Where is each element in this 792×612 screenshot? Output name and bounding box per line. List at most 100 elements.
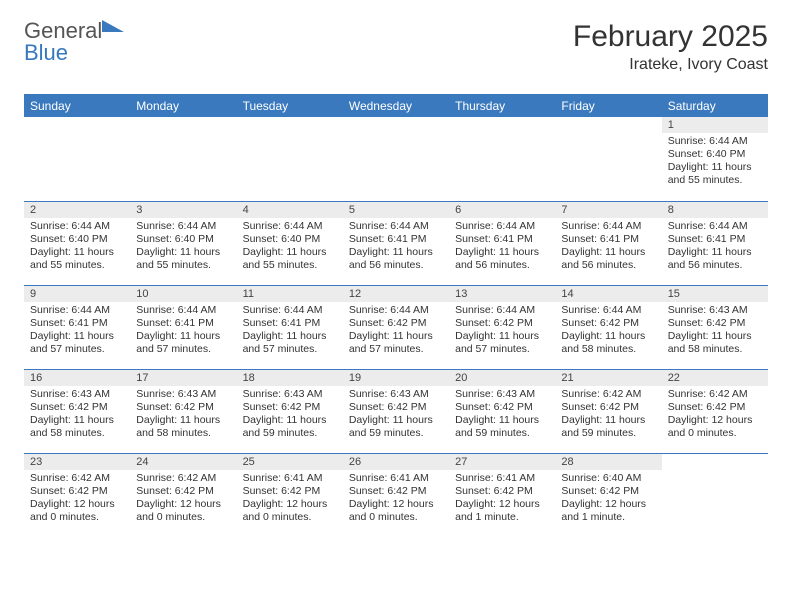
daylight-text: Daylight: 11 hours and 58 minutes.: [668, 330, 762, 356]
week-row: 1Sunrise: 6:44 AMSunset: 6:40 PMDaylight…: [24, 117, 768, 201]
daylight-text: Daylight: 11 hours and 55 minutes.: [30, 246, 124, 272]
day-number: 3: [130, 202, 236, 218]
day-header-row: SundayMondayTuesdayWednesdayThursdayFrid…: [24, 95, 768, 117]
day-details: Sunrise: 6:43 AMSunset: 6:42 PMDaylight:…: [662, 302, 768, 361]
sunrise-text: Sunrise: 6:44 AM: [136, 304, 230, 317]
day-cell: 13Sunrise: 6:44 AMSunset: 6:42 PMDayligh…: [449, 285, 555, 369]
sunset-text: Sunset: 6:42 PM: [455, 317, 549, 330]
day-number: 4: [237, 202, 343, 218]
calendar-table: SundayMondayTuesdayWednesdayThursdayFrid…: [24, 95, 768, 537]
sunrise-text: Sunrise: 6:44 AM: [30, 304, 124, 317]
day-number: 2: [24, 202, 130, 218]
sunset-text: Sunset: 6:42 PM: [30, 401, 124, 414]
week-row: 16Sunrise: 6:43 AMSunset: 6:42 PMDayligh…: [24, 369, 768, 453]
sunrise-text: Sunrise: 6:42 AM: [136, 472, 230, 485]
day-header: Thursday: [449, 95, 555, 117]
daylight-text: Daylight: 11 hours and 57 minutes.: [349, 330, 443, 356]
day-cell: 24Sunrise: 6:42 AMSunset: 6:42 PMDayligh…: [130, 453, 236, 537]
week-row: 2Sunrise: 6:44 AMSunset: 6:40 PMDaylight…: [24, 201, 768, 285]
daylight-text: Daylight: 11 hours and 56 minutes.: [349, 246, 443, 272]
page-subtitle: Irateke, Ivory Coast: [573, 56, 768, 74]
daylight-text: Daylight: 12 hours and 0 minutes.: [30, 498, 124, 524]
day-cell: 3Sunrise: 6:44 AMSunset: 6:40 PMDaylight…: [130, 201, 236, 285]
daylight-text: Daylight: 11 hours and 59 minutes.: [455, 414, 549, 440]
title-block: February 2025 Irateke, Ivory Coast: [573, 20, 768, 74]
day-cell: 11Sunrise: 6:44 AMSunset: 6:41 PMDayligh…: [237, 285, 343, 369]
sunset-text: Sunset: 6:42 PM: [243, 485, 337, 498]
day-number: 10: [130, 286, 236, 302]
sunrise-text: Sunrise: 6:41 AM: [243, 472, 337, 485]
day-number: 19: [343, 370, 449, 386]
daylight-text: Daylight: 11 hours and 57 minutes.: [30, 330, 124, 356]
daylight-text: Daylight: 11 hours and 58 minutes.: [30, 414, 124, 440]
sunset-text: Sunset: 6:40 PM: [136, 233, 230, 246]
day-details: Sunrise: 6:42 AMSunset: 6:42 PMDaylight:…: [24, 470, 130, 529]
sunrise-text: Sunrise: 6:44 AM: [668, 135, 762, 148]
day-details: Sunrise: 6:44 AMSunset: 6:42 PMDaylight:…: [343, 302, 449, 361]
day-cell: 6Sunrise: 6:44 AMSunset: 6:41 PMDaylight…: [449, 201, 555, 285]
day-number: 17: [130, 370, 236, 386]
day-header: Tuesday: [237, 95, 343, 117]
header-row: General Blue February 2025 Irateke, Ivor…: [24, 20, 768, 74]
sunrise-text: Sunrise: 6:43 AM: [455, 388, 549, 401]
daylight-text: Daylight: 11 hours and 56 minutes.: [561, 246, 655, 272]
day-number: 24: [130, 454, 236, 470]
sunset-text: Sunset: 6:40 PM: [30, 233, 124, 246]
daylight-text: Daylight: 11 hours and 59 minutes.: [561, 414, 655, 440]
day-details: Sunrise: 6:44 AMSunset: 6:41 PMDaylight:…: [449, 218, 555, 277]
day-details: Sunrise: 6:40 AMSunset: 6:42 PMDaylight:…: [555, 470, 661, 529]
calendar-page: General Blue February 2025 Irateke, Ivor…: [0, 0, 792, 612]
day-cell: 4Sunrise: 6:44 AMSunset: 6:40 PMDaylight…: [237, 201, 343, 285]
sunrise-text: Sunrise: 6:44 AM: [349, 304, 443, 317]
page-title: February 2025: [573, 20, 768, 54]
day-details: Sunrise: 6:44 AMSunset: 6:41 PMDaylight:…: [130, 302, 236, 361]
sunset-text: Sunset: 6:41 PM: [30, 317, 124, 330]
day-number: 16: [24, 370, 130, 386]
day-number: 21: [555, 370, 661, 386]
day-details: Sunrise: 6:41 AMSunset: 6:42 PMDaylight:…: [449, 470, 555, 529]
day-details: Sunrise: 6:44 AMSunset: 6:41 PMDaylight:…: [24, 302, 130, 361]
sunset-text: Sunset: 6:42 PM: [455, 485, 549, 498]
sunrise-text: Sunrise: 6:44 AM: [455, 304, 549, 317]
sunset-text: Sunset: 6:42 PM: [455, 401, 549, 414]
day-cell: 2Sunrise: 6:44 AMSunset: 6:40 PMDaylight…: [24, 201, 130, 285]
daylight-text: Daylight: 11 hours and 59 minutes.: [349, 414, 443, 440]
day-cell: 28Sunrise: 6:40 AMSunset: 6:42 PMDayligh…: [555, 453, 661, 537]
daylight-text: Daylight: 11 hours and 56 minutes.: [455, 246, 549, 272]
day-cell: 16 Sunrise: 6:43 AMSunset: 6:42 PMDayligh…: [24, 369, 130, 453]
day-cell: 5Sunrise: 6:44 AMSunset: 6:41 PMDaylight…: [343, 201, 449, 285]
sunset-text: Sunset: 6:41 PM: [136, 317, 230, 330]
day-details: Sunrise: 6:44 AMSunset: 6:40 PMDaylight:…: [662, 133, 768, 192]
daylight-text: Daylight: 11 hours and 55 minutes.: [668, 161, 762, 187]
sunrise-text: Sunrise: 6:40 AM: [561, 472, 655, 485]
day-details: Sunrise: 6:44 AMSunset: 6:41 PMDaylight:…: [237, 302, 343, 361]
calendar-body: 1Sunrise: 6:44 AMSunset: 6:40 PMDaylight…: [24, 117, 768, 537]
sunset-text: Sunset: 6:42 PM: [668, 317, 762, 330]
sunset-text: Sunset: 6:42 PM: [136, 485, 230, 498]
day-cell: 19Sunrise: 6:43 AMSunset: 6:42 PMDayligh…: [343, 369, 449, 453]
sunset-text: Sunset: 6:40 PM: [243, 233, 337, 246]
day-cell: [662, 453, 768, 537]
week-row: 9Sunrise: 6:44 AMSunset: 6:41 PMDaylight…: [24, 285, 768, 369]
day-details: Sunrise: 6:42 AMSunset: 6:42 PMDaylight:…: [555, 386, 661, 445]
calendar-head: SundayMondayTuesdayWednesdayThursdayFrid…: [24, 95, 768, 117]
day-cell: 10Sunrise: 6:44 AMSunset: 6:41 PMDayligh…: [130, 285, 236, 369]
day-number: 15: [662, 286, 768, 302]
day-details: Sunrise: 6:43 AMSunset: 6:42 PMDaylight:…: [449, 386, 555, 445]
sunset-text: Sunset: 6:42 PM: [668, 401, 762, 414]
day-details: Sunrise: 6:41 AMSunset: 6:42 PMDaylight:…: [237, 470, 343, 529]
sunrise-text: Sunrise: 6:43 AM: [668, 304, 762, 317]
daylight-text: Daylight: 11 hours and 56 minutes.: [668, 246, 762, 272]
day-number: 11: [237, 286, 343, 302]
day-details: Sunrise: 6:41 AMSunset: 6:42 PMDaylight:…: [343, 470, 449, 529]
day-number: 7: [555, 202, 661, 218]
sunrise-text: Sunrise: 6:43 AM: [30, 388, 124, 401]
day-cell: [343, 117, 449, 201]
daylight-text: Daylight: 12 hours and 0 minutes.: [668, 414, 762, 440]
day-details: Sunrise: 6:42 AMSunset: 6:42 PMDaylight:…: [662, 386, 768, 445]
daylight-text: Daylight: 12 hours and 0 minutes.: [349, 498, 443, 524]
daylight-text: Daylight: 11 hours and 59 minutes.: [243, 414, 337, 440]
day-cell: [449, 117, 555, 201]
daylight-text: Daylight: 11 hours and 57 minutes.: [455, 330, 549, 356]
sunrise-text: Sunrise: 6:44 AM: [136, 220, 230, 233]
